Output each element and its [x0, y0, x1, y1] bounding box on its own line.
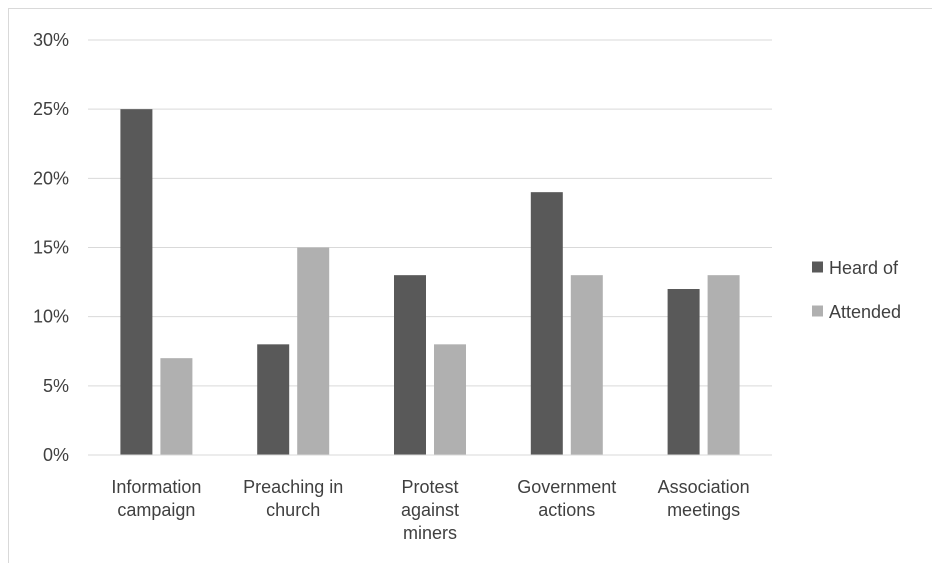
legend-label: Attended — [829, 302, 901, 322]
y-tick-label: 0% — [43, 445, 69, 465]
x-tick-label-line: Protest — [401, 477, 458, 497]
x-tick-label: Information campaign — [111, 477, 201, 520]
x-tick-label-line: Government — [517, 477, 616, 497]
x-tick-label-line: against — [401, 500, 459, 520]
bar-heard-of — [394, 275, 426, 455]
y-tick-label: 20% — [33, 168, 69, 188]
y-tick-label: 25% — [33, 99, 69, 119]
grid-lines — [88, 39, 772, 387]
y-axis-tick-labels: 0% 5% 10% 15% 20% 25% 30% — [33, 30, 69, 465]
bar-attended — [434, 344, 466, 455]
x-tick-label-line: campaign — [117, 500, 195, 520]
bar-heard-of — [120, 109, 153, 456]
bar-heard-of — [530, 192, 563, 455]
x-tick-label-line: actions — [538, 500, 595, 520]
bar-attended — [297, 247, 330, 455]
y-tick-label: 30% — [33, 30, 69, 50]
x-tick-label-line: church — [266, 500, 320, 520]
bar-attended — [570, 275, 603, 455]
x-tick-label-line: Preaching in — [243, 477, 343, 497]
legend-swatch — [812, 305, 823, 317]
bars — [120, 109, 740, 456]
x-tick-label-line: Association — [658, 477, 750, 497]
y-tick-label: 15% — [33, 238, 69, 258]
bar-heard-of — [257, 344, 290, 455]
bar-heard-of — [667, 289, 700, 455]
x-tick-label: Preaching in church — [243, 477, 343, 520]
x-tick-label: Government actions — [517, 477, 616, 520]
x-tick-label-line: meetings — [667, 500, 740, 520]
legend-swatch — [812, 261, 823, 273]
bar-attended — [707, 275, 740, 455]
bar-attended — [160, 358, 193, 455]
x-tick-label-line: Information — [111, 477, 201, 497]
legend-label: Heard of — [829, 258, 899, 278]
x-tick-label: Protest against miners — [401, 477, 459, 543]
x-tick-label-line: miners — [403, 523, 457, 543]
y-tick-label: 10% — [33, 307, 69, 327]
x-tick-label: Association meetings — [658, 477, 750, 520]
legend: Heard of Attended — [812, 258, 901, 322]
chart-frame — [8, 8, 932, 563]
y-tick-label: 5% — [43, 376, 69, 396]
x-axis-tick-labels: Information campaign Preaching in church Pro… — [111, 477, 749, 543]
